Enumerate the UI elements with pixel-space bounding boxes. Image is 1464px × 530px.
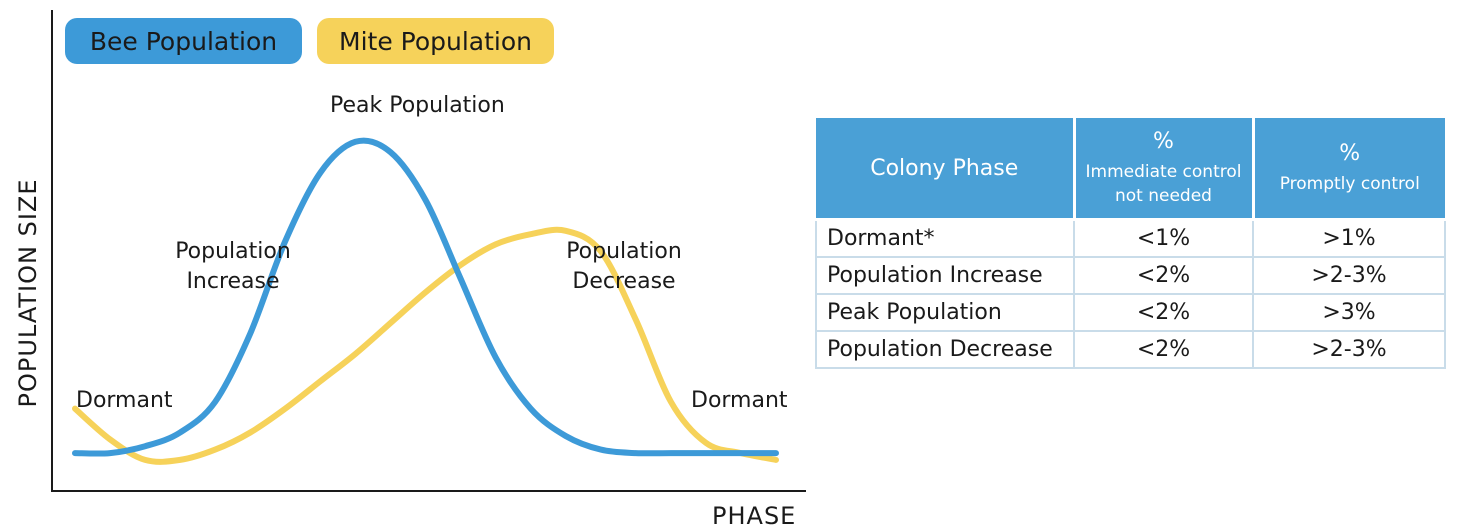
table-cell-immediate: <2% [1073,256,1254,295]
table-cell-promptly: >2-3% [1252,256,1446,295]
x-axis-label: PHASE [712,502,797,530]
annotation-decrease-line1: Population [566,239,682,264]
header-immediate-pct: % [1153,128,1174,154]
annotation-dormant-left: Dormant [76,388,173,413]
mite-population-line [72,226,779,465]
legend-mite-population: Mite Population [317,18,554,64]
header-promptly-control: % Promptly control [1251,118,1445,221]
table-cell-phase: Population Increase [815,256,1075,295]
table-cell-phase: Population Decrease [815,330,1075,369]
annotation-population-decrease: Population Decrease [559,237,689,297]
header-promptly-pct: % [1339,140,1361,166]
annotation-decrease-line2: Decrease [572,269,676,294]
y-axis-label: POPULATION SIZE [14,178,42,408]
bee-population-line [72,137,779,457]
legend-bee-population: Bee Population [65,18,302,64]
table-row: Population Increase <2% >2-3% [815,256,1446,295]
table-cell-phase: Peak Population [815,293,1075,332]
header-colony-phase: Colony Phase [816,118,1076,221]
annotation-increase-line1: Population [175,239,291,264]
table-cell-phase: Dormant* [815,218,1075,258]
header-colony-phase-label: Colony Phase [870,155,1019,181]
legend-bee-label: Bee Population [89,26,278,56]
header-promptly-line1: Promptly control [1279,173,1420,194]
mite-threshold-table: Colony Phase % Immediate control not nee… [815,118,1446,369]
header-immediate-line1: Immediate control [1085,161,1242,182]
annotation-dormant-right: Dormant [691,388,788,413]
table-cell-promptly: >3% [1252,293,1446,332]
annotation-population-increase: Population Increase [168,237,298,297]
header-immediate-line2: not needed [1115,185,1212,206]
header-immediate-control: % Immediate control not needed [1072,118,1255,221]
table-row: Peak Population <2% >3% [815,293,1446,332]
table-cell-promptly: >1% [1252,218,1446,258]
annotation-peak-population: Peak Population [330,93,505,118]
table-cell-immediate: <2% [1073,293,1254,332]
table-cell-promptly: >2-3% [1252,330,1446,369]
table-row: Dormant* <1% >1% [815,218,1446,258]
population-chart [51,10,806,492]
table-cell-immediate: <1% [1073,218,1254,258]
table-header-row: Colony Phase % Immediate control not nee… [816,118,1445,221]
table-row: Population Decrease <2% >2-3% [815,330,1446,369]
annotation-increase-line2: Increase [186,269,280,294]
table-cell-immediate: <2% [1073,330,1254,369]
legend-mite-label: Mite Population [339,26,532,56]
